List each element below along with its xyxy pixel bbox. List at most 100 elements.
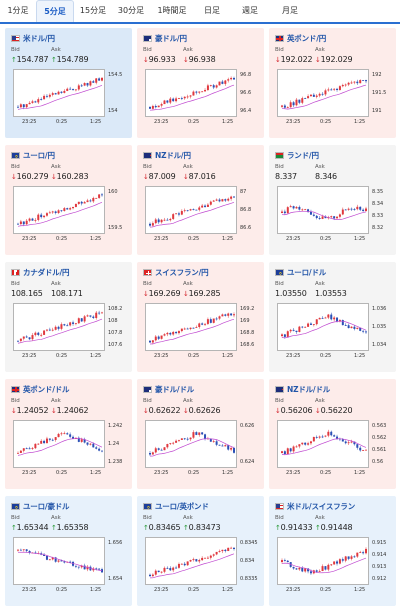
arrow-up-icon: ↑	[11, 56, 17, 64]
x-tick-label: 0:25	[320, 470, 332, 476]
currency-card[interactable]: ユーロ/豪ドル Bid Ask ↑1.65344 ↑1.65358 1.656 1.654 2…	[5, 496, 132, 606]
candle-body	[57, 210, 60, 214]
candle-body	[151, 340, 154, 343]
currency-card[interactable]: 英ポンド/円 Bid Ask ↓192.022 ↓192.029 192 191.5 191 2…	[269, 28, 396, 138]
candle-body	[330, 431, 333, 436]
x-tick-label: 1:25	[222, 119, 234, 125]
mini-chart[interactable]: 0.563 0.562 0.561 0.56 23:25 0:25 1:25	[275, 418, 390, 480]
mini-chart[interactable]: 160 159.5 23:25 0:25 1:25	[11, 184, 126, 246]
pair-name[interactable]: 豪ドル/ドル	[155, 384, 195, 394]
chart-plot-area	[13, 186, 105, 234]
tab-5[interactable]: 日足	[204, 6, 220, 15]
candle-body	[336, 88, 339, 90]
candle-body	[69, 208, 72, 210]
x-tick-label: 0:25	[188, 236, 200, 242]
ask-value: 8.346	[315, 172, 337, 181]
candle-body	[189, 327, 192, 329]
currency-card[interactable]: ユーロ/円 Bid Ask ↓160.279 ↓160.283 160 159.5 23:25…	[5, 145, 132, 255]
currency-card[interactable]: NZドル/ドル Bid Ask ↓0.56206 ↓0.56220 0.563 0.562 0…	[269, 379, 396, 489]
mini-chart[interactable]: 108.2 108 107.8 107.6 23:25 0:25 1:25	[11, 301, 126, 363]
mini-chart[interactable]: 87 86.8 86.6 23:25 0:25 1:25	[143, 184, 258, 246]
currency-card[interactable]: NZドル/円 Bid Ask ↓87.009 ↓87.016 87 86.8 86.6 23:2…	[137, 145, 264, 255]
pair-name[interactable]: カナダドル/円	[23, 267, 70, 277]
candle-body	[289, 206, 292, 208]
pair-name[interactable]: ユーロ/ドル	[287, 267, 327, 277]
arrow-up-icon: ↑	[51, 524, 57, 532]
pair-name[interactable]: 豪ドル/円	[155, 33, 187, 43]
tab-4[interactable]: 1時間足	[157, 6, 187, 15]
mini-chart[interactable]: 169.2 169 168.8 168.6 23:25 0:25 1:25	[143, 301, 258, 363]
mini-chart[interactable]: 0.626 0.624 23:25 0:25 1:25	[143, 418, 258, 480]
tab-6[interactable]: 週足	[242, 6, 258, 15]
pair-name[interactable]: ランド/円	[287, 150, 319, 160]
mini-chart[interactable]: 1.036 1.035 1.034 23:25 0:25 1:25	[275, 301, 390, 363]
candle-body	[77, 85, 80, 90]
y-tick-label: 107.6	[108, 342, 123, 348]
pair-name[interactable]: ユーロ/英ポンド	[155, 501, 209, 511]
candle-body	[224, 445, 227, 447]
candle-body	[333, 561, 336, 565]
candlestick-svg	[281, 547, 367, 575]
tab-1[interactable]: 5分足	[36, 0, 74, 22]
currency-card[interactable]: ランド/円 Bid Ask 8.337 8.346 8.35 8.34 8.33 8.32 23:…	[269, 145, 396, 255]
pair-name[interactable]: ユーロ/円	[23, 150, 55, 160]
currency-card[interactable]: 英ポンド/ドル Bid Ask ↓1.24052 ↓1.24062 1.242 1.24 1.…	[5, 379, 132, 489]
candle-body	[315, 319, 318, 325]
currency-card[interactable]: ユーロ/ドル Bid Ask 1.03550 1.03553 1.036 1.035 1.03…	[269, 262, 396, 372]
candle-body	[19, 549, 22, 551]
candle-body	[92, 81, 95, 83]
candle-body	[172, 214, 175, 219]
candle-body	[318, 317, 321, 320]
ask-value: ↓96.938	[183, 55, 216, 64]
tab-2[interactable]: 15分足	[79, 6, 107, 15]
candle-body	[57, 433, 60, 438]
mini-chart[interactable]: 154.5 154 23:25 0:25 1:25	[11, 67, 126, 129]
currency-card[interactable]: 米ドル/スイスフラン Bid Ask ↑0.91433 ↑0.91448 0.915 0.9…	[269, 496, 396, 606]
tab-7[interactable]: 月足	[282, 6, 298, 15]
pair-name[interactable]: NZドル/ドル	[287, 384, 331, 394]
y-tick-label: 191.5	[372, 90, 387, 96]
bid-value: ↓169.269	[143, 289, 181, 298]
pair-name[interactable]: 米ドル/円	[23, 33, 55, 43]
candle-body	[233, 547, 235, 550]
currency-card[interactable]: ユーロ/英ポンド Bid Ask ↑0.83465 ↑0.83473 0.8345 0.83…	[137, 496, 264, 606]
currency-card[interactable]: 豪ドル/ドル Bid Ask ↓0.62622 ↓0.62626 0.626 0.624 23…	[137, 379, 264, 489]
pair-name[interactable]: NZドル/円	[155, 150, 191, 160]
mini-chart[interactable]: 1.656 1.654 23:25 0:25 1:25	[11, 535, 126, 597]
candle-body	[336, 436, 339, 439]
candle-body	[344, 209, 347, 211]
currency-card[interactable]: カナダドル/円 Bid Ask 108.165 108.171 108.2 108 107.8…	[5, 262, 132, 372]
tab-3[interactable]: 30分足	[117, 6, 145, 15]
candle-body	[51, 211, 54, 213]
candle-body	[57, 326, 60, 329]
candle-body	[72, 322, 75, 324]
pair-name[interactable]: 英ポンド/円	[287, 33, 327, 43]
mini-chart[interactable]: 8.35 8.34 8.33 8.32 23:25 0:25 1:25	[275, 184, 390, 246]
candle-body	[45, 95, 48, 97]
pair-name[interactable]: ユーロ/豪ドル	[23, 501, 70, 511]
currency-card[interactable]: 豪ドル/円 Bid Ask ↓96.933 ↓96.938 96.8 96.6 96.4 23:…	[137, 28, 264, 138]
tab-0[interactable]: 1分足	[7, 6, 29, 15]
currency-card[interactable]: スイスフラン/円 Bid Ask ↓169.269 ↓169.285 169.2 169 16…	[137, 262, 264, 372]
ask-value: ↓169.285	[183, 289, 221, 298]
mini-chart[interactable]: 96.8 96.6 96.4 23:25 0:25 1:25	[143, 67, 258, 129]
arrow-down-icon: ↓	[143, 407, 149, 415]
pair-name[interactable]: 米ドル/スイスフラン	[287, 501, 356, 511]
candle-body	[101, 77, 103, 81]
candle-body	[341, 439, 344, 442]
mini-chart[interactable]: 0.8345 0.834 0.8335 23:25 0:25 1:25	[143, 535, 258, 597]
candle-body	[212, 441, 215, 443]
mini-chart[interactable]: 192 191.5 191 23:25 0:25 1:25	[275, 67, 390, 129]
y-tick-label: 1.035	[372, 324, 387, 330]
mini-chart[interactable]: 1.242 1.24 1.238 23:25 0:25 1:25	[11, 418, 126, 480]
currency-card[interactable]: 米ドル/円 Bid Ask ↑154.787 ↑154.789 154.5 154 23:25…	[5, 28, 132, 138]
candle-body	[51, 557, 54, 560]
mini-chart[interactable]: 0.915 0.914 0.913 0.912 23:25 0:25 1:25	[275, 535, 390, 597]
bid-label: Bid	[11, 398, 20, 404]
candle-body	[192, 209, 195, 211]
ask-value: ↓87.016	[183, 172, 216, 181]
pair-name[interactable]: スイスフラン/円	[155, 267, 209, 277]
pair-name[interactable]: 英ポンド/ドル	[23, 384, 70, 394]
candle-body	[17, 340, 19, 342]
candle-body	[80, 201, 83, 204]
